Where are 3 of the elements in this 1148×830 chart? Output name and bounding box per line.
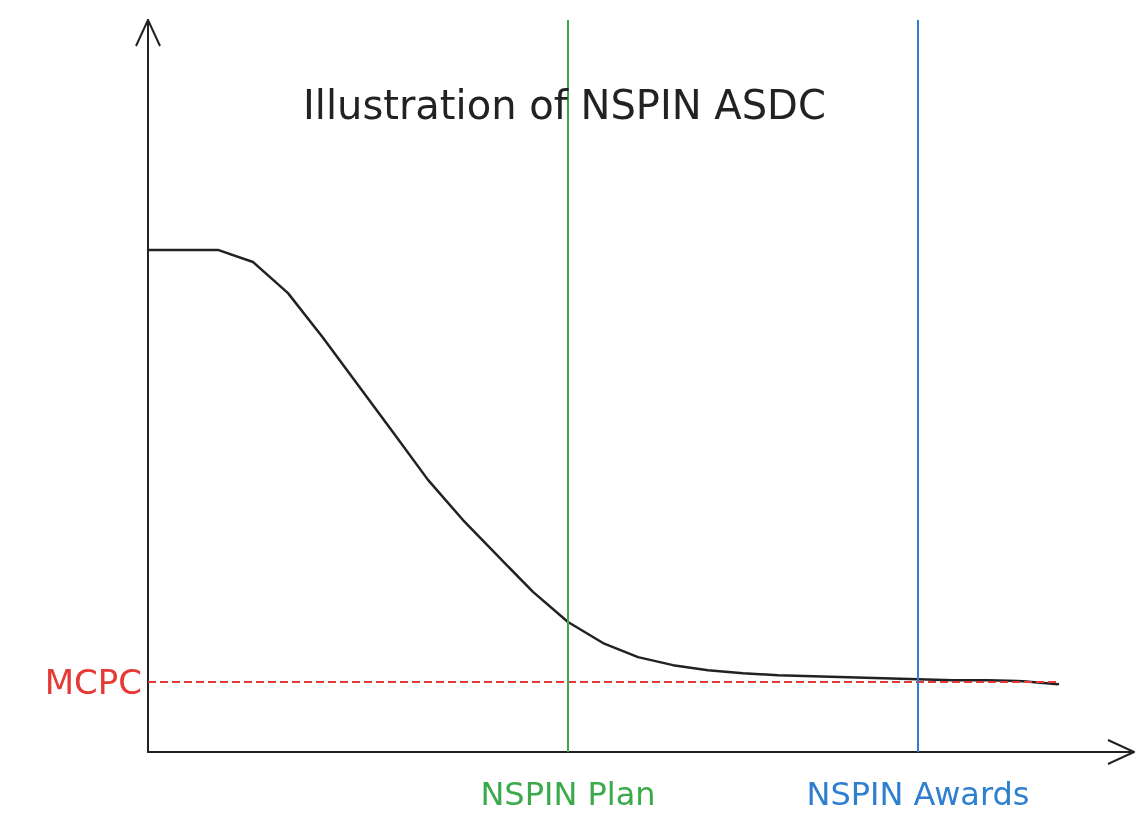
x-tick-label: NSPIN Awards — [806, 775, 1030, 813]
ref-line-label: MCPC — [44, 661, 142, 702]
x-tick-label: NSPIN Plan — [480, 775, 656, 813]
